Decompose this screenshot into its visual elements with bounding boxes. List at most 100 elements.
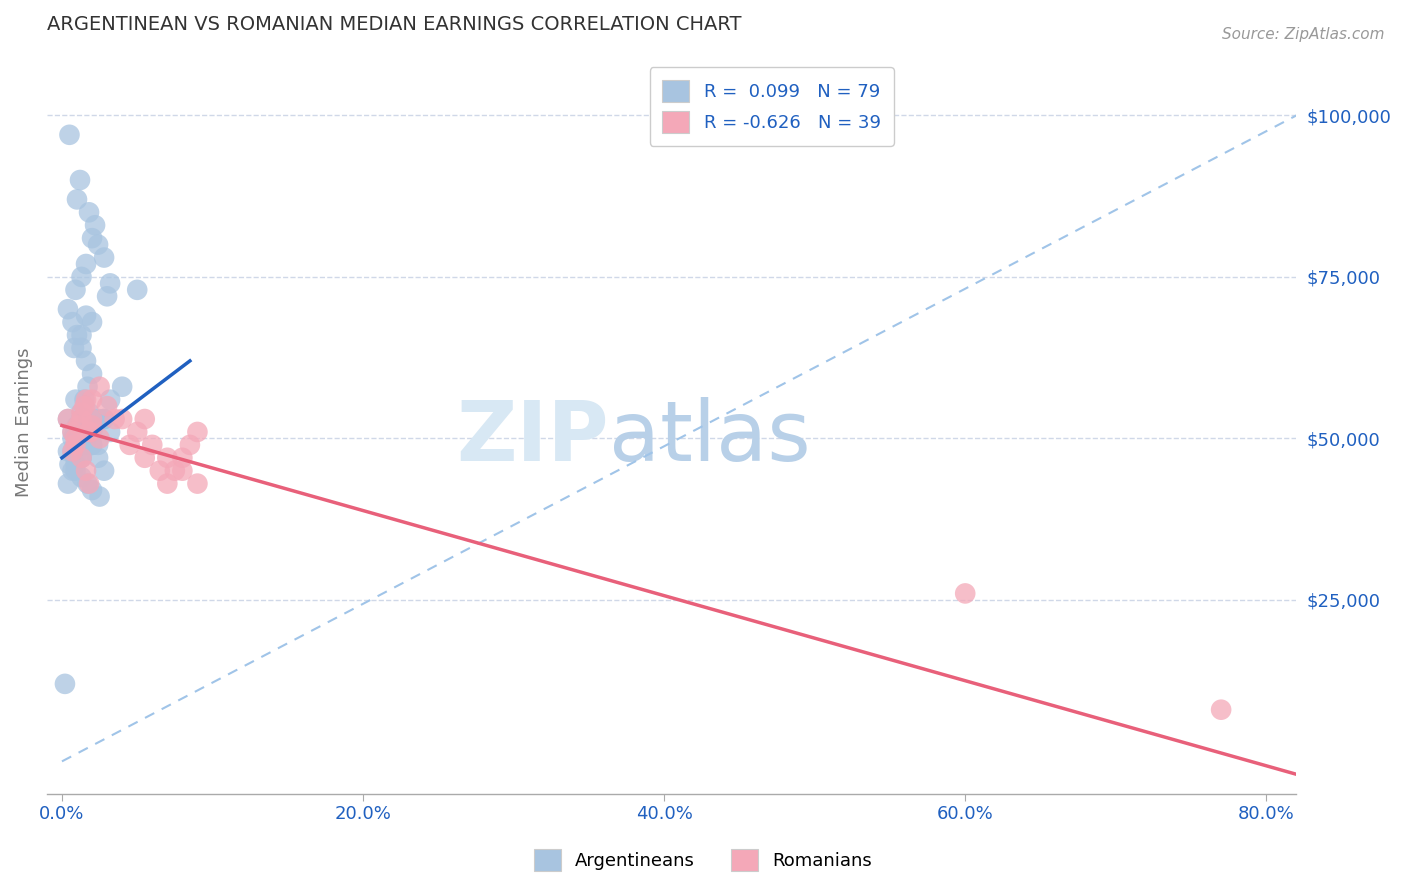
Point <box>70 470 93 484</box>
Point <box>80 412 103 426</box>
Point <box>111 412 134 426</box>
Point <box>76 425 98 439</box>
Point <box>76 476 98 491</box>
Point <box>80 418 103 433</box>
Point <box>75 464 97 478</box>
Point <box>66 418 89 433</box>
Point <box>80 425 103 439</box>
Point <box>56 412 79 426</box>
Point <box>77 476 100 491</box>
Point <box>70 450 93 465</box>
Point <box>80 425 103 439</box>
Point <box>56 444 79 458</box>
Point <box>62 315 84 329</box>
Point <box>127 425 149 439</box>
Point <box>149 464 172 478</box>
Point <box>70 412 93 426</box>
Point <box>73 418 96 433</box>
Point <box>76 425 98 439</box>
Point <box>186 476 208 491</box>
Point <box>98 425 121 439</box>
Point <box>62 444 84 458</box>
Point <box>953 586 976 600</box>
Point <box>65 283 87 297</box>
Point <box>87 450 110 465</box>
Point <box>69 173 91 187</box>
Point <box>66 438 89 452</box>
Point <box>87 412 110 426</box>
Point <box>76 380 98 394</box>
Point <box>77 425 100 439</box>
Point <box>156 476 179 491</box>
Point <box>75 309 97 323</box>
Point <box>87 237 110 252</box>
Point <box>62 425 84 439</box>
Point <box>134 412 156 426</box>
Point <box>62 464 84 478</box>
Point <box>76 412 98 426</box>
Point <box>80 315 103 329</box>
Text: ARGENTINEAN VS ROMANIAN MEDIAN EARNINGS CORRELATION CHART: ARGENTINEAN VS ROMANIAN MEDIAN EARNINGS … <box>46 15 741 34</box>
Text: ZIP: ZIP <box>457 397 609 477</box>
Point <box>75 354 97 368</box>
Point <box>80 438 103 452</box>
Point <box>70 406 93 420</box>
Point <box>172 450 194 465</box>
Point <box>96 289 118 303</box>
Point <box>75 257 97 271</box>
Text: atlas: atlas <box>609 397 811 477</box>
Point <box>87 438 110 452</box>
Point <box>141 438 163 452</box>
Point <box>77 406 100 420</box>
Point <box>179 438 201 452</box>
Point <box>76 425 98 439</box>
Point <box>62 431 84 445</box>
Point <box>76 425 98 439</box>
Point <box>75 392 97 407</box>
Point <box>111 380 134 394</box>
Point <box>127 283 149 297</box>
Point <box>56 412 79 426</box>
Point <box>65 425 87 439</box>
Point <box>89 490 111 504</box>
Point <box>93 464 115 478</box>
Point <box>70 438 93 452</box>
Point <box>80 438 103 452</box>
Point <box>80 425 103 439</box>
Point <box>63 341 86 355</box>
Point <box>96 399 118 413</box>
Legend: R =  0.099   N = 79, R = -0.626   N = 39: R = 0.099 N = 79, R = -0.626 N = 39 <box>650 67 893 145</box>
Point <box>58 128 80 142</box>
Point <box>79 425 101 439</box>
Legend: Argentineans, Romanians: Argentineans, Romanians <box>526 842 880 879</box>
Point <box>65 450 87 465</box>
Point <box>62 425 84 439</box>
Point <box>70 412 93 426</box>
Point <box>77 205 100 219</box>
Point <box>80 483 103 497</box>
Point <box>73 392 96 407</box>
Point <box>89 431 111 445</box>
Point <box>66 328 89 343</box>
Point <box>76 412 98 426</box>
Point <box>70 406 93 420</box>
Point <box>70 328 93 343</box>
Point <box>89 380 111 394</box>
Point <box>93 412 115 426</box>
Point <box>156 450 179 465</box>
Point <box>80 412 103 426</box>
Point <box>80 392 103 407</box>
Point <box>80 231 103 245</box>
Point <box>56 302 79 317</box>
Point <box>65 392 87 407</box>
Point <box>65 431 87 445</box>
Point <box>98 392 121 407</box>
Point <box>70 412 93 426</box>
Point <box>66 431 89 445</box>
Point <box>65 464 87 478</box>
Point <box>93 412 115 426</box>
Point <box>186 425 208 439</box>
Point <box>67 418 90 433</box>
Point <box>80 412 103 426</box>
Point <box>163 464 186 478</box>
